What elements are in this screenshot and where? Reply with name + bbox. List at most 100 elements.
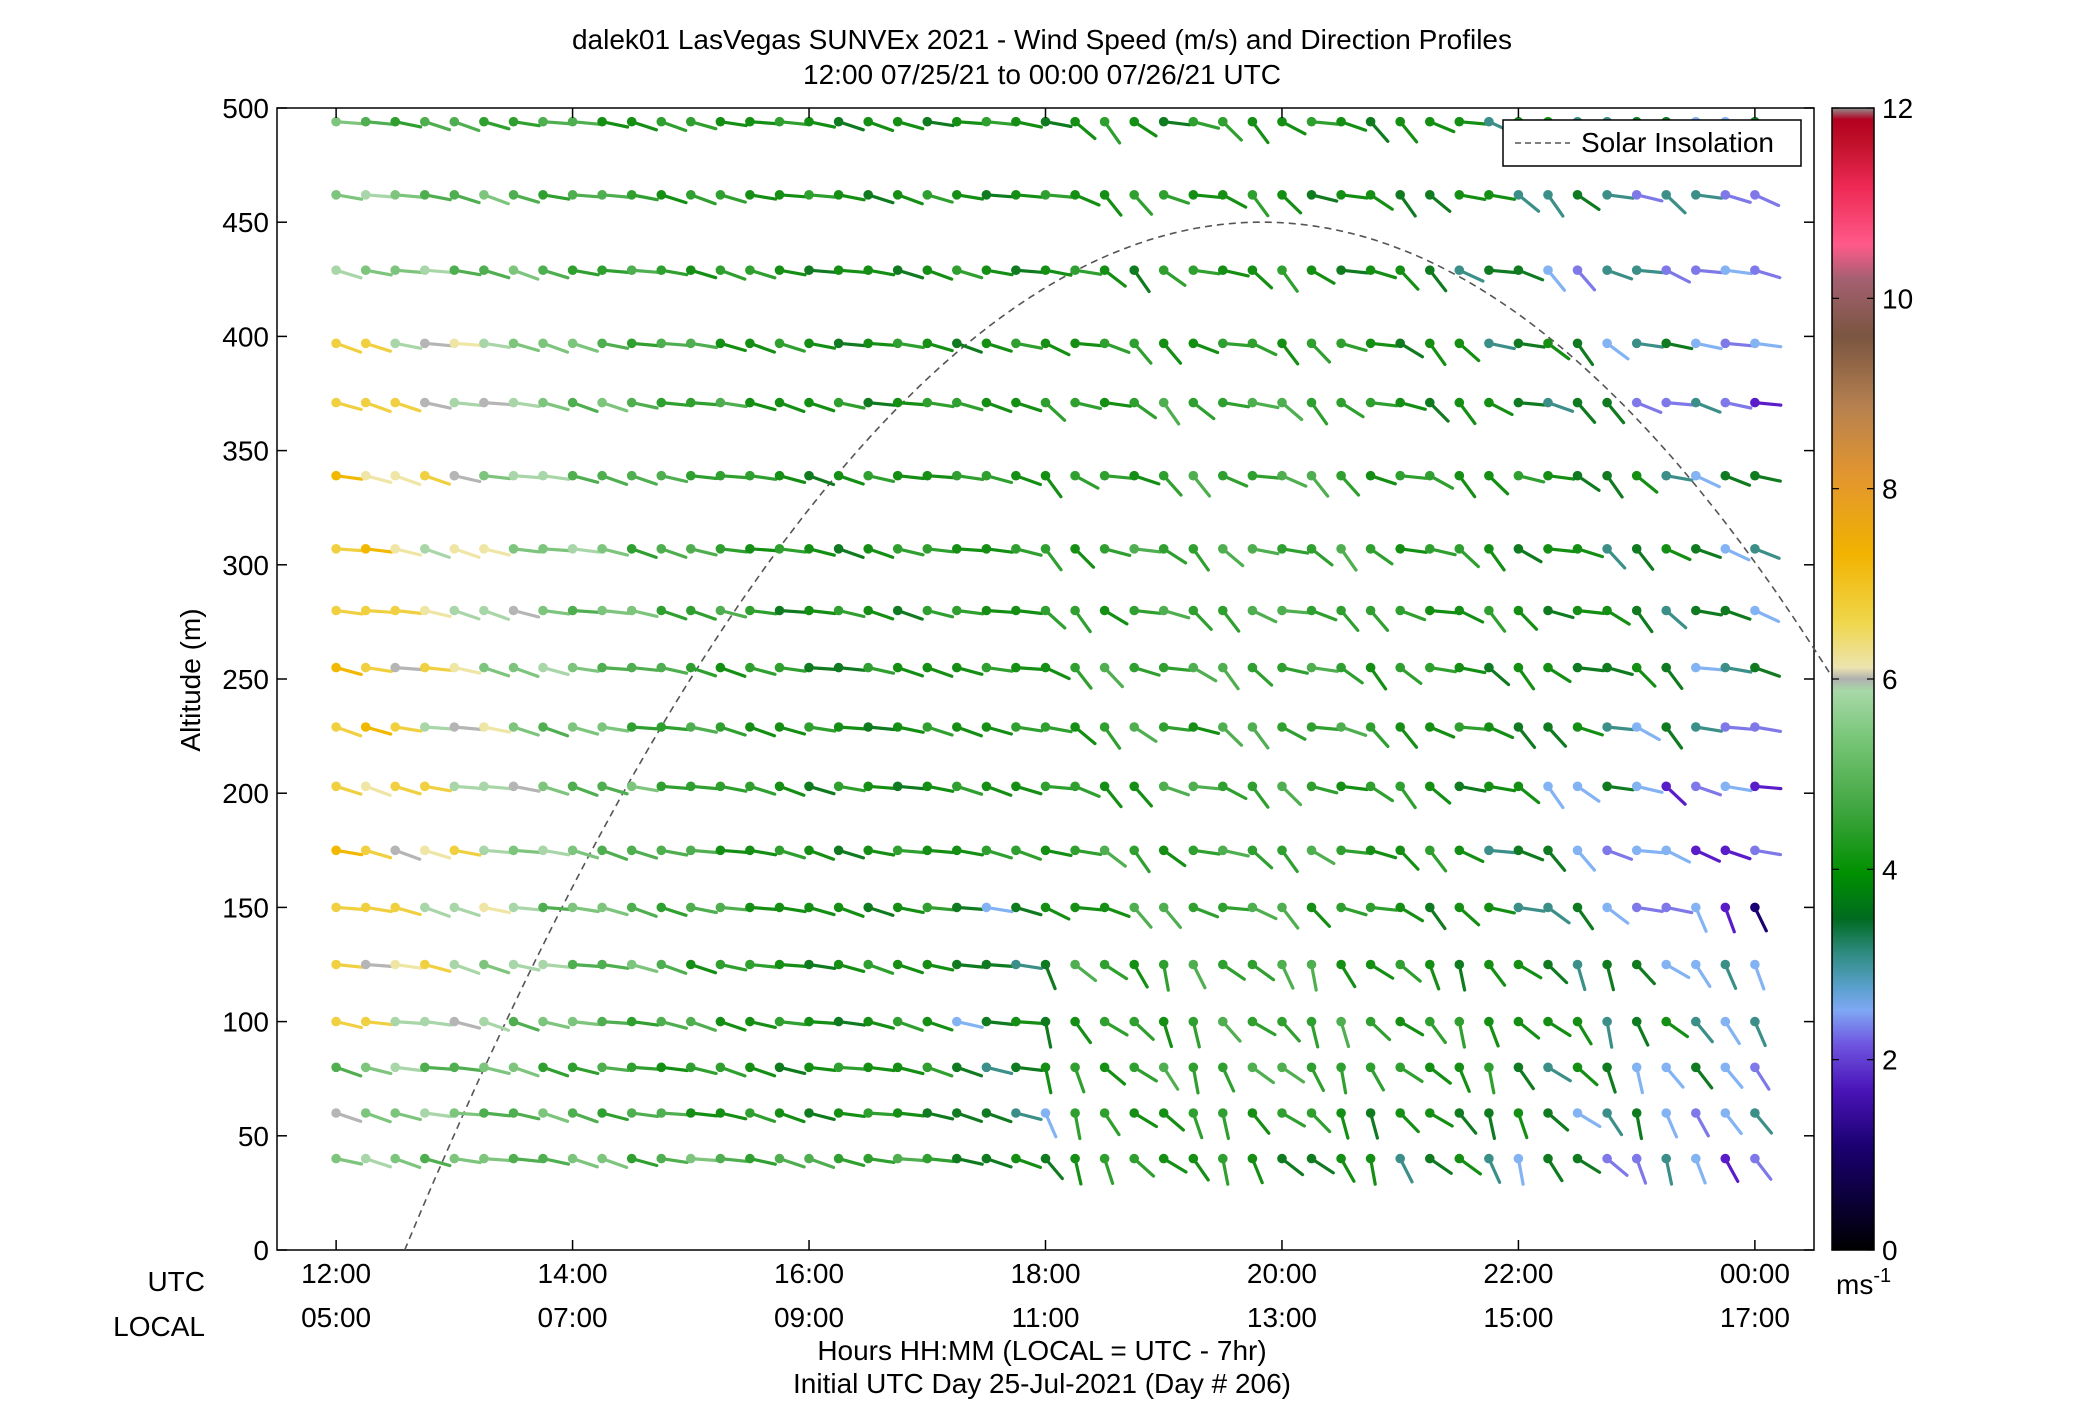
- wind-barb-dot: [804, 1108, 814, 1118]
- wind-barb-dot: [1247, 397, 1258, 408]
- wind-barb-dot: [863, 116, 873, 127]
- wind-barb-dot: [1661, 781, 1671, 792]
- wind-barb-dot: [686, 397, 696, 408]
- wind-barb-dot: [1129, 1153, 1139, 1164]
- wind-barb-dot: [745, 781, 755, 792]
- wind-barb-dot: [1070, 544, 1080, 554]
- wind-barb-dot: [1631, 662, 1642, 673]
- wind-barb-dot: [922, 722, 933, 732]
- wind-barb-dot: [1040, 1016, 1051, 1027]
- wind-barb-dot: [892, 1062, 903, 1073]
- wind-barb-dot: [1011, 338, 1021, 349]
- wind-barb-dot: [715, 662, 726, 673]
- wind-barb-dot: [1099, 781, 1110, 792]
- wind-barb-dot: [508, 397, 519, 408]
- wind-barb-dot: [981, 1108, 992, 1118]
- wind-barb-dot: [981, 845, 992, 856]
- wind-barb-dot: [1513, 1062, 1524, 1073]
- wind-barb-dot: [804, 605, 814, 616]
- wind-barb-dot: [360, 544, 371, 554]
- wind-barb-dot: [1011, 1153, 1021, 1164]
- wind-barb-dot: [1661, 338, 1671, 349]
- wind-barb-dot: [1188, 902, 1199, 913]
- wind-barb-dot: [390, 722, 401, 732]
- wind-barb-dot: [479, 845, 489, 856]
- wind-barb-dot: [1158, 722, 1169, 732]
- wind-barb-dot: [981, 1062, 992, 1073]
- wind-barb-dot: [508, 722, 519, 732]
- wind-barb-dot: [1099, 959, 1110, 970]
- wind-barb-dot: [1247, 265, 1258, 276]
- wind-barb-dot: [1129, 1016, 1139, 1027]
- x-axis-label-2: Initial UTC Day 25-Jul-2021 (Day # 206): [793, 1368, 1291, 1399]
- wind-barb-dot: [1365, 116, 1376, 127]
- wind-barb-dot: [804, 470, 814, 481]
- wind-barb-dot: [1543, 662, 1553, 673]
- wind-barb-dot: [626, 338, 637, 349]
- wind-barb-dot: [1484, 845, 1494, 856]
- wind-barb-dot: [1484, 1062, 1494, 1073]
- wind-barb-dot: [1750, 338, 1760, 349]
- wind-barb-dot: [567, 470, 578, 481]
- wind-barb-dot: [1691, 190, 1701, 200]
- wind-barb-dot: [1543, 1062, 1553, 1073]
- wind-barb-dot: [449, 190, 460, 200]
- wind-barb-dot: [1158, 959, 1169, 970]
- wind-barb-dot: [331, 265, 341, 276]
- wind-barb-dot: [1691, 338, 1701, 349]
- wind-barb-dot: [1720, 1062, 1731, 1073]
- wind-barb-dot: [479, 116, 489, 127]
- solar-insolation-curve-group: [403, 221, 1848, 1251]
- wind-barb-dot: [981, 544, 992, 554]
- wind-barb-dot: [597, 902, 607, 913]
- wind-barb-dot: [1572, 1108, 1583, 1118]
- wind-barb-dot: [1572, 1062, 1583, 1073]
- wind-barb-dot: [1129, 605, 1139, 616]
- wind-barb-dot: [1661, 470, 1671, 481]
- wind-barb-dot: [479, 662, 489, 673]
- wind-barb-dot: [331, 544, 341, 554]
- wind-barb-dot: [1602, 338, 1612, 349]
- wind-barb-dot: [1631, 1016, 1642, 1027]
- wind-barb-dot: [1484, 190, 1494, 200]
- x-tick-label-local: 17:00: [1720, 1302, 1790, 1333]
- y-tick-label: 400: [222, 321, 269, 352]
- wind-barb-dot: [1513, 190, 1524, 200]
- wind-barb-dot: [656, 190, 667, 200]
- wind-barb-dot: [863, 1062, 873, 1073]
- x-tick-label-local: 09:00: [774, 1302, 844, 1333]
- wind-barb-dot: [331, 190, 341, 200]
- wind-barb-dot: [508, 1153, 519, 1164]
- wind-barb-dot: [1277, 1153, 1287, 1164]
- wind-barb-dot: [1572, 722, 1583, 732]
- wind-barb-dot: [1602, 902, 1612, 913]
- wind-barb-dot: [981, 338, 992, 349]
- wind-barb-dot: [1720, 662, 1731, 673]
- wind-barb-dot: [1277, 1062, 1287, 1073]
- wind-barb-dot: [774, 722, 785, 732]
- wind-barb-dot: [833, 1062, 844, 1073]
- wind-barb-dot: [1572, 1016, 1583, 1027]
- wind-barb-dot: [1040, 845, 1051, 856]
- wind-barb-dot: [1454, 1108, 1465, 1118]
- wind-barb-dot: [420, 662, 430, 673]
- wind-barb-dot: [331, 397, 341, 408]
- wind-barb-dot: [626, 190, 637, 200]
- wind-barb-dot: [715, 116, 726, 127]
- wind-barb-dot: [656, 959, 667, 970]
- wind-barb-dot: [1750, 544, 1760, 554]
- wind-barb-dot: [774, 605, 785, 616]
- plot-area: [276, 107, 1815, 1251]
- wind-barb-dot: [449, 397, 460, 408]
- wind-barb-dot: [1011, 190, 1021, 200]
- wind-barb-dot: [981, 722, 992, 732]
- wind-barb-dot: [1484, 1153, 1494, 1164]
- wind-barb-dot: [449, 1153, 460, 1164]
- wind-barb-dot: [1484, 1016, 1494, 1027]
- wind-barb-dot: [745, 1016, 755, 1027]
- wind-barb-dot: [1040, 544, 1051, 554]
- wind-barb-dot: [1129, 544, 1139, 554]
- wind-barb-dot: [686, 470, 696, 481]
- y-tick-label: 150: [222, 892, 269, 923]
- wind-barb-dot: [360, 902, 371, 913]
